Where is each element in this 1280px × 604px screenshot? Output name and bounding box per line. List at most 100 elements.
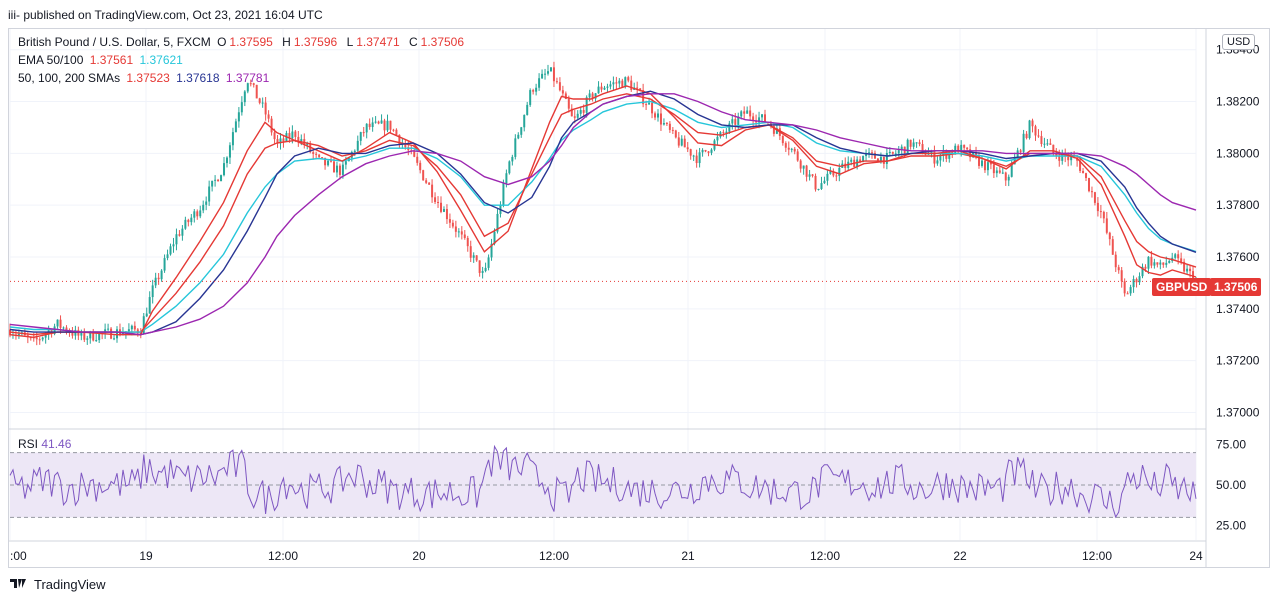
candle-body [1147,256,1150,269]
candle-body [817,188,820,190]
candle-body [761,114,764,118]
candle-body [885,153,888,164]
candle-body [255,84,258,99]
candle-body [894,153,897,155]
publish-caption: iii- published on TradingView.com, Oct 2… [8,8,323,22]
candle-body [576,113,579,118]
currency-button[interactable]: USD [1222,34,1256,50]
candle-body [478,260,481,273]
candle-body [790,148,793,150]
candle-body [487,257,490,268]
candle-body [978,155,981,166]
candle-body [1061,152,1064,161]
legend-ohlc: British Pound / U.S. Dollar, 5, FXCM O 1.… [18,35,470,49]
candle-body [1046,143,1049,145]
candle-body [1114,254,1117,268]
candle-body [1016,150,1019,158]
candle-body [752,116,755,121]
candle-body [306,143,309,145]
candle-body [677,137,680,146]
time-axis-label: :00 [10,549,27,563]
candle-body [240,102,243,113]
candle-body [1049,143,1052,145]
candle-body [520,127,523,135]
candle-body [416,156,419,163]
candle-body [166,254,169,259]
candle-body [175,234,178,245]
candle-body [472,255,475,258]
candle-body [273,132,276,140]
legend-rsi[interactable]: RSI 41.46 [18,437,71,451]
candle-body [231,132,234,146]
candle-body [674,130,677,138]
candle-body [199,210,202,217]
candle-body [163,258,166,271]
candle-body [758,117,761,123]
candle-body [695,155,698,164]
candle-body [330,160,333,162]
candle-body [541,73,544,79]
candle-body [603,87,606,90]
candle-body [208,186,211,202]
candle-body [44,334,47,338]
candle-body [636,87,639,89]
candle-body [995,170,998,174]
ema-50-line [9,93,1197,336]
last-price-tag: 1.37506 [1210,278,1262,296]
candle-body [505,173,508,184]
candle-body [371,122,374,128]
candle-body [62,327,65,329]
candle-body [365,123,368,133]
candle-body [425,180,428,183]
candle-body [630,80,633,90]
candle-body [267,114,270,119]
candle-body [820,183,823,189]
candle-body [377,121,380,124]
candle-body [698,152,701,164]
candle-body [228,145,231,158]
legend-sma[interactable]: 50, 100, 200 SMAs 1.37523 1.37618 1.3778… [18,71,272,85]
candle-body [567,98,570,109]
candle-body [1150,256,1153,266]
candle-body [793,148,796,152]
candle-body [746,110,749,114]
candle-body [1052,144,1055,153]
candle-body [918,142,921,145]
candle-body [659,113,662,125]
candle-body [65,327,68,332]
sma100-value: 1.37618 [176,71,220,85]
candle-body [707,151,710,153]
candle-body [469,246,472,258]
candle-body [549,67,552,72]
candle-body [214,179,217,181]
candle-body [957,145,960,153]
candle-body [312,152,315,154]
candle-body [41,337,44,340]
candle-body [645,104,648,106]
candle-body [606,86,609,88]
candle-body [514,138,517,157]
candle-body [223,163,226,176]
candle-body [651,102,654,114]
candle-body [276,139,279,144]
footer-brand[interactable]: TradingView [10,577,106,592]
candle-body [17,333,20,335]
candle-body [829,171,832,174]
candle-body [1034,126,1037,136]
candle-body [731,119,734,124]
candle-body [178,234,181,236]
candle-body [992,164,995,174]
candle-body [784,143,787,148]
candle-body [279,138,282,144]
legend-ema[interactable]: EMA 50/100 1.37561 1.37621 [18,53,186,67]
candle-body [1138,276,1141,283]
candle-body [552,67,555,82]
candle-body [246,83,249,92]
candle-body [356,140,359,151]
candle-body [915,142,918,144]
candle-body [654,113,657,118]
candle-body [145,313,148,317]
sma-100-line [9,90,1197,336]
candle-body [532,90,535,92]
